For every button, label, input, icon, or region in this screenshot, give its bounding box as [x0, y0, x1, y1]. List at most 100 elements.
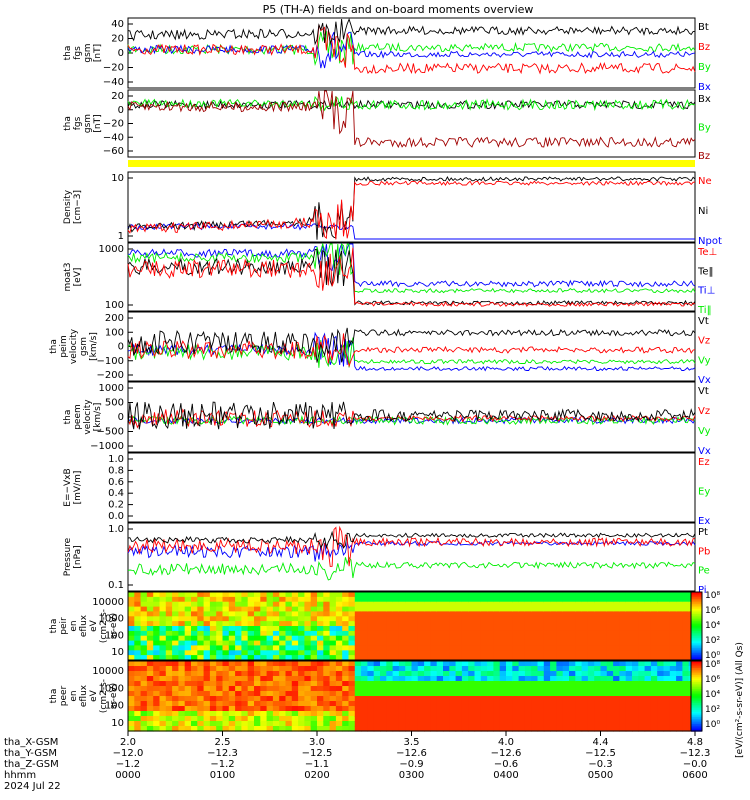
heatmap-cell	[361, 691, 368, 697]
heatmap-cell	[254, 671, 261, 677]
colorbar-cell	[691, 651, 702, 654]
heatmap-cell	[209, 706, 217, 712]
heatmap-cell	[650, 611, 658, 617]
heatmap-cell	[241, 645, 249, 651]
heatmap-cell	[569, 701, 576, 707]
heatmap-cell	[159, 721, 167, 727]
heatmap-cell	[430, 716, 438, 722]
heatmap-cell	[417, 596, 425, 603]
heatmap-cell	[247, 681, 255, 687]
heatmap-cell	[335, 626, 343, 632]
heatmap-cell	[575, 681, 583, 687]
heatmap-cell	[487, 650, 494, 656]
heatmap-cell	[373, 611, 381, 617]
heatmap-cell	[304, 696, 312, 702]
heatmap-cell	[209, 691, 217, 697]
heatmap-cell	[663, 601, 671, 608]
heatmap-cell	[638, 671, 646, 677]
heatmap-cell	[657, 650, 665, 656]
y-axis-label: moat3	[63, 262, 73, 291]
heatmap-cell	[342, 686, 350, 692]
y-tick-label: −40	[103, 132, 124, 143]
heatmap-cell	[216, 686, 224, 692]
heatmap-cell	[531, 645, 539, 651]
heatmap-cell	[506, 592, 513, 598]
x-tick-label: −12.6	[396, 748, 427, 759]
heatmap-cell	[291, 711, 299, 717]
heatmap-cell	[203, 592, 211, 598]
heatmap-cell	[329, 616, 337, 622]
heatmap-cell	[165, 706, 173, 712]
heatmap-cell	[587, 676, 595, 682]
heatmap-cell	[228, 716, 236, 722]
heatmap-cell	[443, 635, 450, 642]
heatmap-cell	[411, 611, 419, 617]
heatmap-cell	[197, 606, 205, 613]
heatmap-cell	[134, 716, 142, 722]
heatmap-cell	[291, 701, 299, 707]
heatmap-cell	[581, 596, 589, 603]
heatmap-cell	[298, 681, 305, 687]
heatmap-cell	[178, 621, 186, 627]
heatmap-cell	[518, 611, 526, 617]
heatmap-cell	[228, 681, 236, 687]
heatmap-cell	[518, 691, 526, 697]
heatmap-cell	[140, 645, 148, 651]
heatmap-cell	[272, 621, 280, 627]
heatmap-cell	[650, 626, 658, 632]
y-axis-label: en	[69, 690, 79, 701]
colorbar-cell	[691, 662, 702, 666]
heatmap-cell	[487, 611, 494, 617]
heatmap-cell	[342, 601, 350, 608]
colorbar-cell	[691, 646, 702, 649]
heatmap-cell	[235, 635, 242, 642]
heatmap-cell	[575, 711, 583, 717]
heatmap-cell	[348, 721, 356, 727]
heatmap-cell	[291, 666, 299, 672]
heatmap-cell	[398, 655, 406, 661]
heatmap-cell	[323, 706, 331, 712]
colorbar-cell	[691, 612, 702, 615]
heatmap-cell	[342, 676, 350, 682]
heatmap-cell	[191, 691, 198, 697]
heatmap-cell	[493, 596, 501, 603]
heatmap-cell	[531, 681, 539, 687]
colorbar-cell	[691, 607, 702, 610]
heatmap-cell	[153, 635, 161, 642]
heatmap-cell	[411, 701, 419, 707]
heatmap-cell	[373, 676, 381, 682]
heatmap-cell	[191, 640, 198, 647]
panel-frame	[127, 311, 696, 382]
heatmap-cell	[335, 681, 343, 687]
heatmap-cell	[342, 716, 350, 722]
heatmap-cell	[191, 611, 198, 617]
heatmap-cell	[134, 726, 142, 732]
heatmap-cell	[197, 616, 205, 622]
heatmap-cell	[342, 666, 350, 672]
heatmap-cell	[191, 630, 198, 637]
heatmap-cell	[235, 666, 242, 672]
heatmap-cell	[417, 661, 425, 667]
heatmap-cell	[254, 611, 261, 617]
heatmap-cell	[449, 601, 457, 608]
heatmap-cell	[619, 626, 627, 632]
heatmap-cell	[650, 621, 658, 627]
heatmap-cell	[606, 616, 614, 622]
heatmap-cell	[493, 635, 501, 642]
x-tick-label: −0.3	[588, 759, 612, 770]
heatmap-cell	[594, 645, 602, 651]
heatmap-cell	[348, 626, 356, 632]
heatmap-cell	[241, 686, 249, 692]
heatmap-cell	[247, 686, 255, 692]
heatmap-cell	[594, 635, 602, 642]
heatmap-cell	[543, 716, 551, 722]
y-axis-label: gsm	[83, 114, 93, 133]
heatmap-cell	[562, 721, 570, 727]
trace-Vt	[127, 327, 696, 363]
heatmap-cell	[518, 616, 526, 622]
heatmap-cell	[191, 681, 198, 687]
y-axis-label: tha	[63, 410, 73, 425]
heatmap-cell	[562, 611, 570, 617]
heatmap-cell	[411, 676, 419, 682]
y-tick-label: 0.6	[108, 477, 124, 488]
